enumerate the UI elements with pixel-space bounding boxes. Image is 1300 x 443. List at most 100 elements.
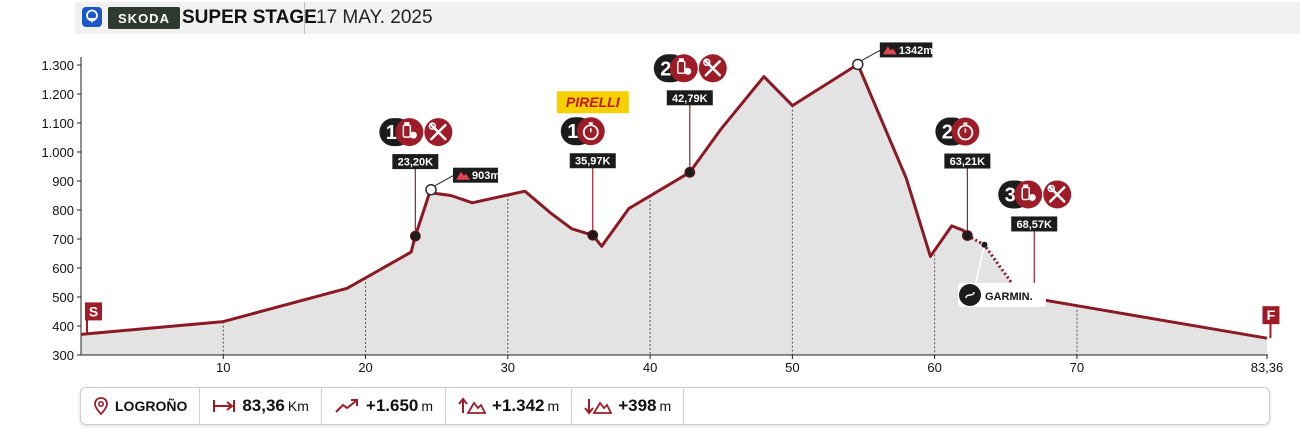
marker-3: 42,79K 2 xyxy=(653,54,727,106)
summit-altitude: 1342m xyxy=(899,45,933,57)
distance-icon xyxy=(213,400,236,412)
refuel-drop xyxy=(1028,193,1036,201)
km-label: 35,97K xyxy=(575,156,611,168)
screwdriver-bar xyxy=(430,123,447,141)
km-label-bg xyxy=(392,154,439,170)
marker-number: 1 xyxy=(567,121,578,143)
y-tick-label: 700 xyxy=(52,232,74,247)
elevation-gain-value: +1.650 xyxy=(365,396,419,415)
km-label-bg xyxy=(1011,216,1058,232)
location-label: LOGROÑO xyxy=(115,398,188,414)
tools-icon xyxy=(424,118,453,147)
x-tick-label: 30 xyxy=(501,360,515,375)
checkpoint-dot xyxy=(684,166,696,178)
marker-1: 23,20K 1 xyxy=(379,118,453,170)
finish-flag: F xyxy=(1262,306,1280,339)
location-pin-icon xyxy=(94,397,108,415)
sponsor-logo: PIRELLI xyxy=(556,91,629,114)
start-flag-label: S xyxy=(89,303,98,319)
screwdriver-bar xyxy=(1048,186,1066,203)
y-tick-label: 400 xyxy=(52,319,74,334)
garmin-label: GARMIN. xyxy=(985,291,1033,303)
refuel-icon xyxy=(395,118,424,147)
refuel-icon-bg xyxy=(395,118,424,147)
marker-number: 2 xyxy=(660,58,671,80)
garmin-badge: GARMIN. xyxy=(958,283,1046,307)
y-tick-label: 900 xyxy=(52,174,74,189)
tools-icon xyxy=(698,54,727,83)
location-cell: LOGROÑO xyxy=(81,388,201,424)
km-label: 63,21K xyxy=(950,156,986,168)
marker-number: 3 xyxy=(1005,184,1016,206)
garmin-dot xyxy=(981,241,988,248)
distance-unit: Km xyxy=(287,398,309,414)
y-tick-label: 800 xyxy=(52,203,74,218)
marker-5: 68,57K 3 xyxy=(998,180,1072,232)
wrench-head xyxy=(703,58,711,67)
elevation-loss-value: +398 xyxy=(618,396,657,415)
summit-label: 903m xyxy=(434,167,500,187)
marker-number: 2 xyxy=(942,122,953,144)
watch-crown xyxy=(963,122,968,125)
marker-4: 63,21K 2 xyxy=(935,117,991,169)
km-label-bg xyxy=(666,90,713,106)
stopwatch-icon xyxy=(951,117,980,146)
max-altitude-value: +1.342 xyxy=(492,396,545,415)
y-tick-label: 500 xyxy=(52,290,74,305)
refuel-drop xyxy=(409,131,417,139)
max-altitude-icon xyxy=(458,397,487,414)
km-label: 23,20K xyxy=(398,157,434,169)
km-label: 42,79K xyxy=(672,93,708,105)
marker-2: 35,97K 1 PIRELLI xyxy=(556,91,629,169)
refuel-icon-bg xyxy=(1014,180,1043,209)
max-altitude-unit: m xyxy=(547,398,560,414)
refuel-cap xyxy=(404,122,410,126)
y-tick-label: 1.300 xyxy=(41,58,74,73)
stage-pin-icon xyxy=(82,7,102,27)
profile-line-dotted xyxy=(966,234,1022,295)
garmin-badge-bg xyxy=(958,283,1046,307)
watch-face xyxy=(957,124,974,141)
profile-area xyxy=(81,64,1267,356)
refuel-drop xyxy=(684,67,692,75)
refuel-icon-bg xyxy=(669,54,698,83)
x-tick-label: 40 xyxy=(643,360,657,375)
refuel-icon xyxy=(669,54,698,83)
y-tick-label: 1.100 xyxy=(41,116,74,131)
y-tick-label: 600 xyxy=(52,261,74,276)
x-tick-label: 83,36 xyxy=(1251,360,1284,375)
watch-crown xyxy=(588,122,593,125)
summit-dot xyxy=(425,183,437,196)
y-tick-label: 1.200 xyxy=(41,87,74,102)
y-tick-label: 1.000 xyxy=(41,145,74,160)
checkpoint-dot xyxy=(961,230,973,241)
x-tick-label: 20 xyxy=(358,360,372,375)
x-tick-label: 10 xyxy=(216,360,230,375)
summit-leader xyxy=(434,175,454,187)
marker-number: 1 xyxy=(386,122,397,144)
max-altitude-cell: +1.342 m xyxy=(446,388,573,424)
screwdriver-bar xyxy=(704,60,722,77)
stopwatch-icon xyxy=(576,117,605,146)
elevation-loss-unit: m xyxy=(659,398,672,414)
elevation-loss-cell: +398 m xyxy=(572,388,685,424)
wrench-head xyxy=(428,122,437,130)
y-tick-label: 300 xyxy=(52,348,74,363)
refuel-icon xyxy=(1014,180,1043,209)
stage-title: SUPER STAGE xyxy=(182,7,317,28)
elevation-gain-cell: +1.650 m xyxy=(322,388,447,424)
start-flag: S xyxy=(85,302,102,335)
distance-cell: 83,36 Km xyxy=(200,388,322,424)
summit-dot xyxy=(852,58,864,71)
sponsor-bg xyxy=(556,91,629,114)
km-label-bg xyxy=(944,153,991,169)
x-tick-label: 70 xyxy=(1070,360,1084,375)
wrench-head xyxy=(1047,184,1055,193)
elevation-loss-icon xyxy=(584,399,613,415)
summit-label: 1342m xyxy=(861,42,933,61)
route-pin-icon xyxy=(965,291,975,299)
finish-flag-label: F xyxy=(1267,307,1276,323)
distance-value: 83,36 xyxy=(242,396,285,415)
stage-date: 17 MAY. 2025 xyxy=(316,7,433,28)
